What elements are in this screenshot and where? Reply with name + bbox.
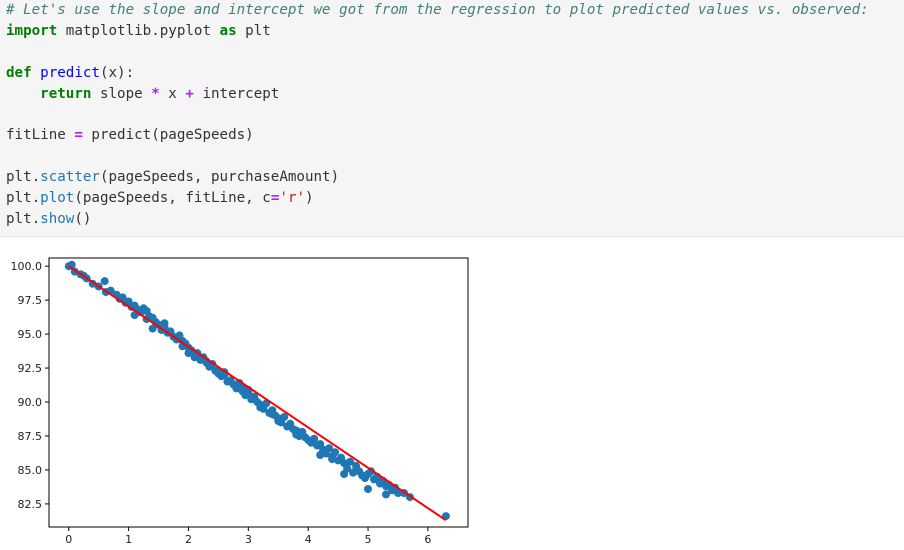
scatter-point xyxy=(394,489,402,497)
fit-line xyxy=(68,265,447,522)
code-token: plt. xyxy=(6,190,41,207)
code-token: 'r' xyxy=(279,190,305,207)
code-token xyxy=(6,86,40,102)
code-line: return slope * x + intercept xyxy=(6,84,869,105)
code-token: plt xyxy=(236,22,271,39)
scatter-point xyxy=(184,349,193,358)
scatter-point xyxy=(331,448,340,457)
code-token: show xyxy=(40,210,75,227)
scatter-point xyxy=(100,277,109,286)
code-token: x xyxy=(159,85,186,102)
code-token: predict xyxy=(40,64,100,81)
y-tick-label: 95.0 xyxy=(18,328,43,341)
code-token: predict(pageSpeeds) xyxy=(82,127,254,144)
code-token: plot xyxy=(40,190,75,207)
y-tick-label: 85.0 xyxy=(18,464,43,477)
y-tick-label: 82.5 xyxy=(18,498,43,511)
scatter-point xyxy=(364,485,372,493)
x-axis: 0 1 2 3 4 5 6 xyxy=(65,527,431,546)
scatter-point xyxy=(292,430,301,439)
x-tick-label: 1 xyxy=(125,533,132,546)
y-axis: 82.5 85.0 87.5 90.0 92.5 95.0 97.5 100.0 xyxy=(11,260,49,511)
code-token: def xyxy=(6,64,32,81)
code-line: import matplotlib.pyplot as plt xyxy=(6,21,869,42)
scatter-point xyxy=(280,413,289,421)
code-token: (x): xyxy=(99,64,135,81)
code-token: plt. xyxy=(6,169,41,186)
plot-area xyxy=(48,257,469,528)
scatter-point xyxy=(340,470,349,478)
code-token: as xyxy=(219,22,237,39)
fit-line-layer xyxy=(68,265,447,522)
code-token: fitLine xyxy=(6,127,75,144)
code-token: intercept xyxy=(193,85,280,102)
code-line xyxy=(6,42,869,63)
code-token: matplotlib.pyplot xyxy=(57,22,220,39)
code-token: * xyxy=(151,85,160,102)
scatter-point xyxy=(244,388,253,397)
scatter-point xyxy=(310,434,319,443)
code-line xyxy=(6,104,869,125)
code-line: plt.show() xyxy=(6,209,869,230)
code-token: (pageSpeeds, fitLine, c xyxy=(74,190,271,207)
scatter-point xyxy=(178,336,187,345)
x-tick-label: 2 xyxy=(185,533,192,546)
x-tick-label: 5 xyxy=(365,533,372,546)
code-line: plt.plot(pageSpeeds, fitLine, c='r') xyxy=(6,188,869,209)
code-token: = xyxy=(74,127,83,144)
y-tick-label: 87.5 xyxy=(18,430,43,443)
scatter-point xyxy=(352,461,361,470)
code-line: def predict(x): xyxy=(6,63,869,84)
scatter-point xyxy=(274,417,283,425)
scatter-point xyxy=(346,457,355,466)
scatter-point xyxy=(160,319,169,328)
code-token xyxy=(32,65,41,81)
code-token: slope xyxy=(91,85,152,102)
code-token: + xyxy=(185,85,194,102)
code-token: scatter xyxy=(40,169,100,186)
code-line: fitLine = predict(pageSpeeds) xyxy=(6,125,869,146)
scatter-point xyxy=(316,451,325,459)
output-cell: 0 1 2 3 4 5 6 82.5 85.0 87.5 90.0 92.5 95.0 97.5 100.… xyxy=(0,238,904,550)
y-tick-label: 90.0 xyxy=(18,396,43,409)
scatter-point xyxy=(382,490,390,499)
code-token: return xyxy=(40,85,92,102)
x-tick-label: 6 xyxy=(424,533,431,546)
code-token: = xyxy=(270,190,280,207)
scatter-point xyxy=(325,444,334,453)
scatter-point xyxy=(268,410,277,419)
scatter-point xyxy=(298,427,307,436)
scatter-point xyxy=(142,307,151,315)
code-line xyxy=(6,146,869,167)
scatter-plot: 0 1 2 3 4 5 6 82.5 85.0 87.5 90.0 92.5 95.0 97.5 100.… xyxy=(11,257,469,546)
x-tick-label: 0 xyxy=(65,533,72,546)
scatter-point xyxy=(328,455,337,464)
code-token: (pageSpeeds, purchaseAmount) xyxy=(99,169,340,186)
scatter-point xyxy=(148,324,157,333)
scatter-point xyxy=(256,403,265,412)
code-token: # Let's use the slope and intercept we g… xyxy=(6,2,869,18)
code-line: # Let's use the slope and intercept we g… xyxy=(6,0,869,21)
code-token: () xyxy=(74,210,92,227)
y-tick-label: 100.0 xyxy=(11,260,43,273)
scatter-point xyxy=(214,368,223,377)
code-token: ) xyxy=(304,190,314,207)
x-tick-label: 4 xyxy=(305,533,312,546)
code-token: plt. xyxy=(6,210,41,227)
code-token: import xyxy=(6,22,58,39)
scatter-point xyxy=(376,478,384,487)
code-editor[interactable]: # Let's use the slope and intercept we g… xyxy=(6,0,869,230)
code-line: plt.scatter(pageSpeeds, purchaseAmount) xyxy=(6,167,869,188)
y-tick-label: 92.5 xyxy=(18,362,43,375)
y-tick-label: 97.5 xyxy=(18,294,43,307)
x-tick-label: 3 xyxy=(245,533,252,546)
scatter-point xyxy=(130,311,139,320)
code-cell[interactable]: # Let's use the slope and intercept we g… xyxy=(0,0,904,237)
